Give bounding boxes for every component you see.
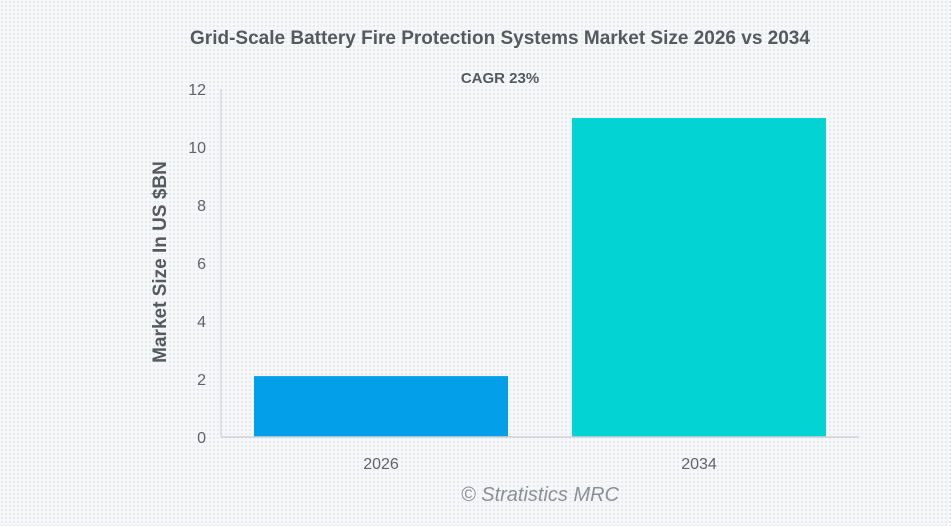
y-tick-label: 12 — [188, 82, 206, 99]
x-tick-label: 2026 — [363, 456, 399, 473]
y-tick-label: 2 — [197, 372, 206, 389]
x-axis-ticks: 2026 2034 — [363, 456, 717, 473]
y-tick-label: 4 — [197, 314, 206, 331]
bar-2026 — [254, 376, 508, 437]
y-tick-label: 0 — [197, 430, 206, 447]
chart-subtitle: CAGR 23% — [460, 70, 540, 87]
y-tick-label: 10 — [188, 140, 206, 157]
source-credit: © Stratistics MRC — [460, 484, 620, 506]
bar-2034 — [572, 118, 826, 437]
bars — [254, 118, 826, 437]
x-tick-label: 2034 — [681, 456, 717, 473]
y-tick-label: 8 — [197, 198, 206, 215]
chart-title: Grid-Scale Battery Fire Protection Syste… — [190, 28, 810, 49]
y-axis-ticks: 0 2 4 6 8 10 12 — [188, 82, 206, 447]
y-tick-label: 6 — [197, 256, 206, 273]
